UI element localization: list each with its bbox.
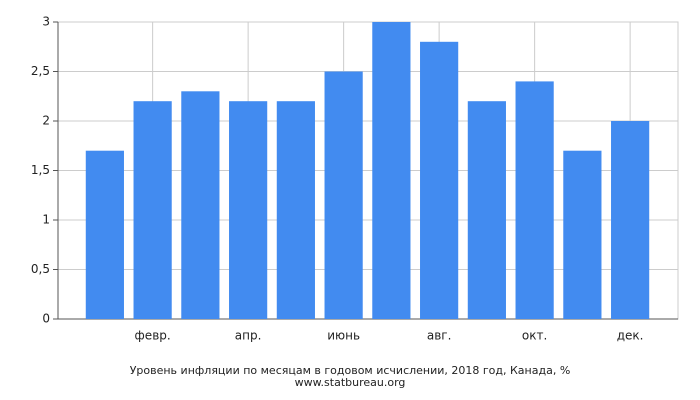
chart-title: Уровень инфляции по месяцам в годовом ис…	[130, 364, 571, 377]
chart-subtitle: www.statbureau.org	[295, 376, 406, 389]
bar	[372, 22, 411, 319]
y-tick-label: 1,5	[31, 163, 50, 177]
x-tick-label: февр.	[135, 329, 171, 343]
y-tick-label: 3	[42, 15, 50, 29]
y-tick-label: 1	[42, 213, 50, 227]
bar	[420, 41, 459, 320]
y-tick-label: 0,5	[31, 262, 50, 276]
bar	[133, 101, 172, 319]
x-tick-label: окт.	[522, 329, 547, 343]
y-tick-label: 2	[42, 114, 50, 128]
bar	[563, 150, 602, 319]
bar	[229, 101, 268, 319]
bar	[324, 71, 363, 319]
x-tick-label: дек.	[617, 329, 644, 343]
x-tick-label: авг.	[427, 329, 452, 343]
x-tick-label: июнь	[327, 329, 360, 343]
bar	[515, 81, 554, 320]
bar	[85, 150, 124, 319]
x-tick-label: апр.	[235, 329, 262, 343]
bar	[611, 121, 650, 319]
bar	[467, 101, 506, 319]
y-tick-label: 2,5	[31, 64, 50, 78]
bar	[181, 91, 220, 319]
bar	[276, 101, 315, 319]
y-tick-label: 0	[42, 312, 50, 326]
